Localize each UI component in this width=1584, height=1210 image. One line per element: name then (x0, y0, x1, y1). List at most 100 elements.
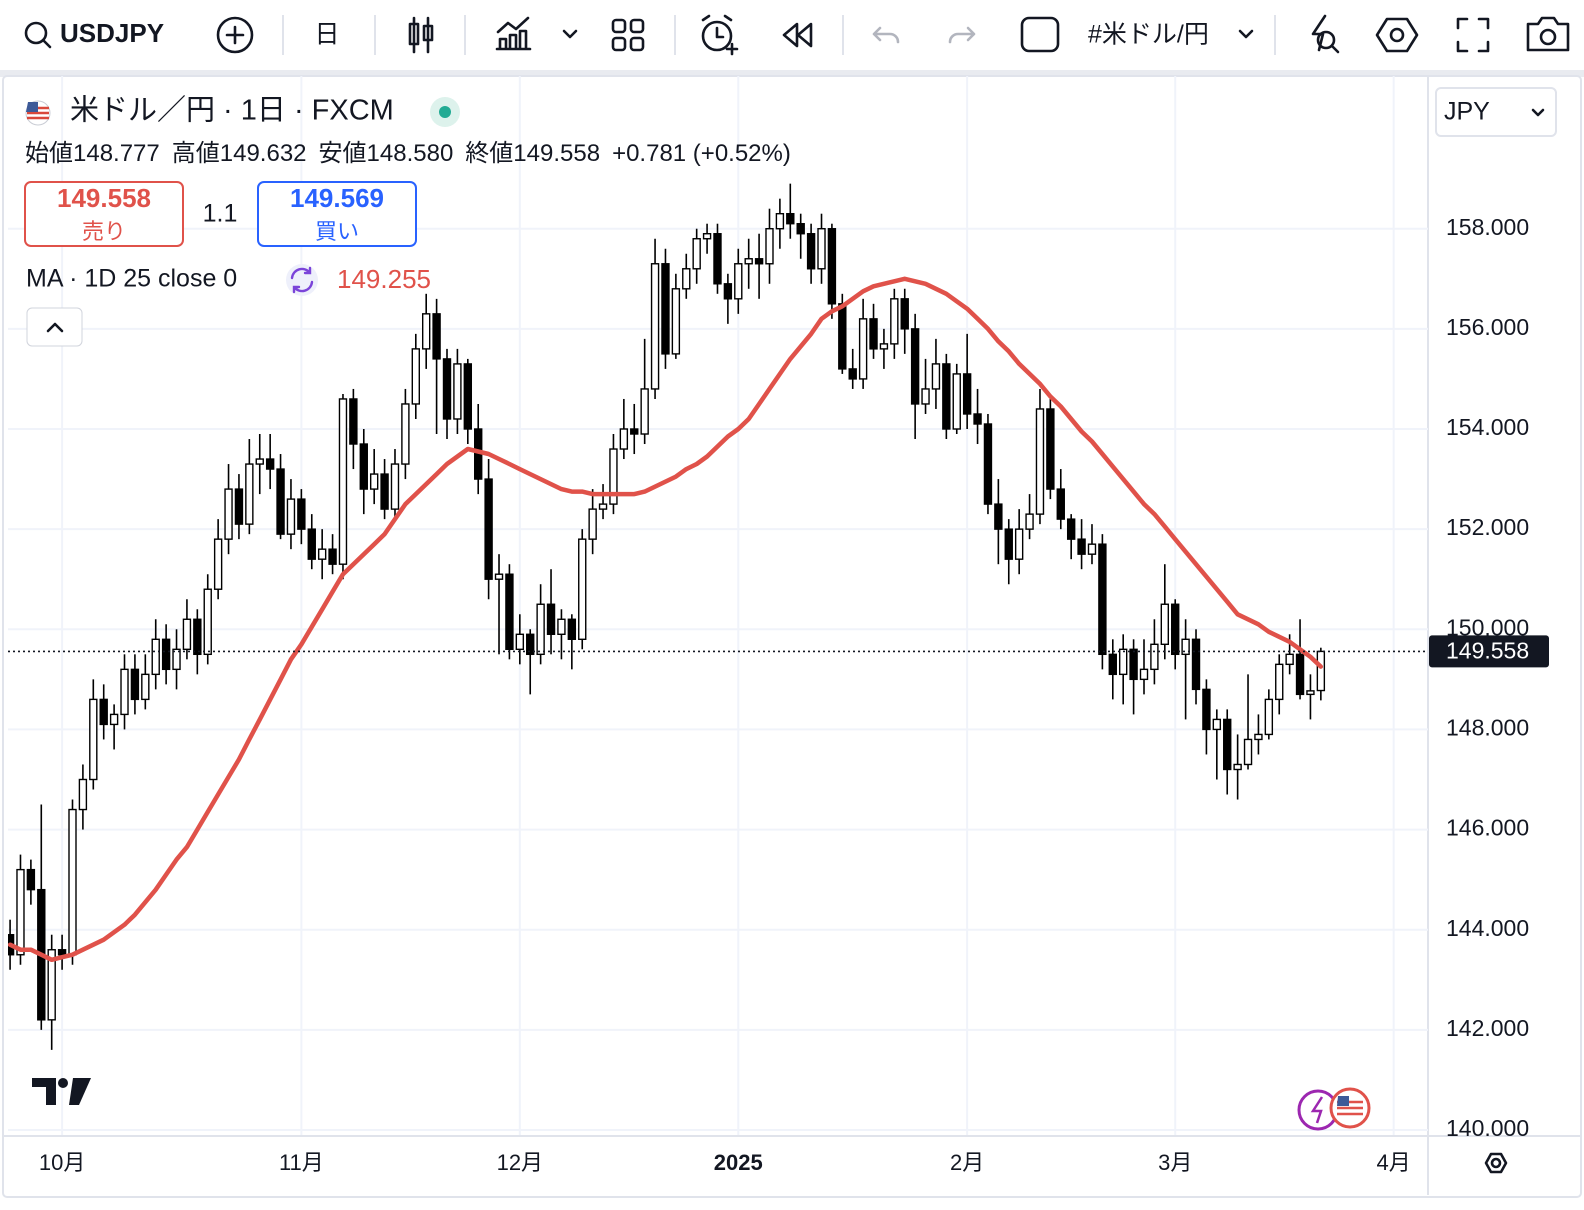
candle-body (1275, 663, 1284, 701)
candle-body (130, 668, 140, 701)
candle-body (890, 298, 899, 345)
candle-body (879, 343, 889, 350)
redo-button[interactable] (948, 26, 976, 44)
fullscreen-button[interactable] (1456, 17, 1490, 53)
chevron (1531, 108, 1545, 117)
y-tick-label: 146.000 (1446, 815, 1529, 841)
sell-label: 売り (82, 219, 126, 244)
settings-icon (1389, 27, 1405, 43)
candle-body (962, 373, 972, 415)
undo-button[interactable] (872, 26, 900, 44)
screenshot-button[interactable] (1526, 16, 1570, 52)
candle-body (1223, 718, 1232, 771)
indicator-refresh[interactable] (286, 264, 318, 296)
events-icons[interactable] (1297, 1087, 1371, 1131)
candle-body (1254, 733, 1263, 741)
spread: 1.1 (203, 200, 238, 228)
search-button[interactable]: USDJPY (24, 18, 164, 49)
lightning-icon (1316, 30, 1336, 50)
event-flag (1337, 1096, 1349, 1106)
layout-button[interactable] (611, 18, 645, 52)
candle-body (650, 263, 660, 390)
candle-body (796, 223, 805, 235)
sell-box (24, 181, 184, 247)
candle-body (1046, 408, 1055, 490)
candle-body (109, 713, 119, 726)
candle-body (1160, 603, 1170, 646)
indicator-icon (495, 16, 532, 51)
quick-search-button[interactable] (1311, 14, 1340, 54)
candle-body (68, 808, 77, 956)
market-status (439, 106, 451, 118)
ohlc-value: 148.777 (73, 140, 160, 167)
last-price-label: 149.558 (1446, 637, 1529, 663)
replay-button[interactable] (782, 22, 813, 48)
time-axis-settings[interactable] (1484, 1152, 1508, 1174)
candle-body (1243, 738, 1253, 766)
watchlist-name[interactable]: #米ドル/円 (1088, 21, 1209, 49)
candle-body (390, 463, 400, 510)
candle-body (661, 263, 670, 355)
candle-body (640, 388, 649, 435)
layout-icon (611, 36, 627, 52)
candle-body (671, 288, 681, 355)
price-axis: 140.000142.000144.000146.000148.000150.0… (1429, 214, 1549, 1137)
candle-body (193, 618, 202, 656)
candle-body (588, 508, 597, 540)
y-tick-label: 152.000 (1446, 514, 1529, 540)
candle-body (702, 233, 712, 240)
ohlc-value: 149.558 (513, 140, 600, 167)
candle-body (869, 318, 878, 350)
y-tick-label: 154.000 (1446, 414, 1529, 440)
currency-box (1435, 87, 1557, 137)
watchlist-toggle[interactable] (1020, 16, 1060, 53)
candle-body (900, 298, 909, 330)
indicator-name: MA · 1D 25 close 0 (26, 265, 237, 293)
alert-button[interactable] (701, 14, 739, 56)
add-symbol-button[interactable] (216, 16, 254, 54)
candle-body (99, 698, 108, 726)
y-tick-label: 158.000 (1446, 214, 1529, 240)
toolbar-divider (0, 70, 1584, 77)
candle-body (265, 458, 275, 470)
candle-body (161, 638, 171, 671)
candle-body (172, 648, 181, 671)
chart-style-button[interactable] (408, 16, 434, 54)
y-tick-label: 148.000 (1446, 715, 1529, 741)
lightning-icon (1311, 14, 1327, 52)
currency-selector[interactable]: JPY (1435, 87, 1557, 137)
symbol[interactable]: USDJPY (60, 18, 164, 48)
lightning-icon (1330, 44, 1340, 54)
settings-button[interactable] (1375, 17, 1419, 53)
watchlist-chevron[interactable] (1238, 29, 1254, 39)
ohlc-label: 始値 (25, 140, 73, 167)
ohlc-value: +0.781 (+0.52%) (612, 140, 791, 167)
settings-icon (1375, 17, 1419, 53)
candle-body (1118, 648, 1128, 676)
last-price-tag (1429, 635, 1549, 668)
buy-button[interactable]: 149.569 買い (257, 181, 417, 247)
plus-icon (225, 25, 245, 45)
candle-body (442, 358, 452, 420)
candle-body (858, 318, 868, 380)
candle-body (515, 633, 525, 651)
candle-body (453, 363, 462, 420)
candle-body (1285, 653, 1294, 666)
candle-body (1004, 528, 1013, 560)
camera-icon (1526, 16, 1570, 52)
collapse-legend-button[interactable] (26, 307, 83, 347)
sell-button[interactable]: 149.558 売り (24, 181, 184, 247)
indicators-button[interactable] (495, 16, 578, 51)
candle-body (546, 603, 556, 635)
alarm-icon (701, 14, 739, 56)
x-tick-label: 3月 (1158, 1150, 1192, 1175)
buy-box (257, 181, 417, 247)
time-axis: 10月 11月 12月 2025 2月 3月 4月 (39, 1150, 1411, 1175)
candle-body (827, 228, 837, 305)
logo-shape (32, 1078, 56, 1105)
layout-icon (629, 18, 645, 34)
interval-button[interactable]: 日 (314, 21, 339, 49)
candle-body (983, 423, 993, 505)
chart-title: 米ドル／円 · 1日 · FXCM (70, 94, 394, 127)
event-icon (1310, 1096, 1324, 1124)
